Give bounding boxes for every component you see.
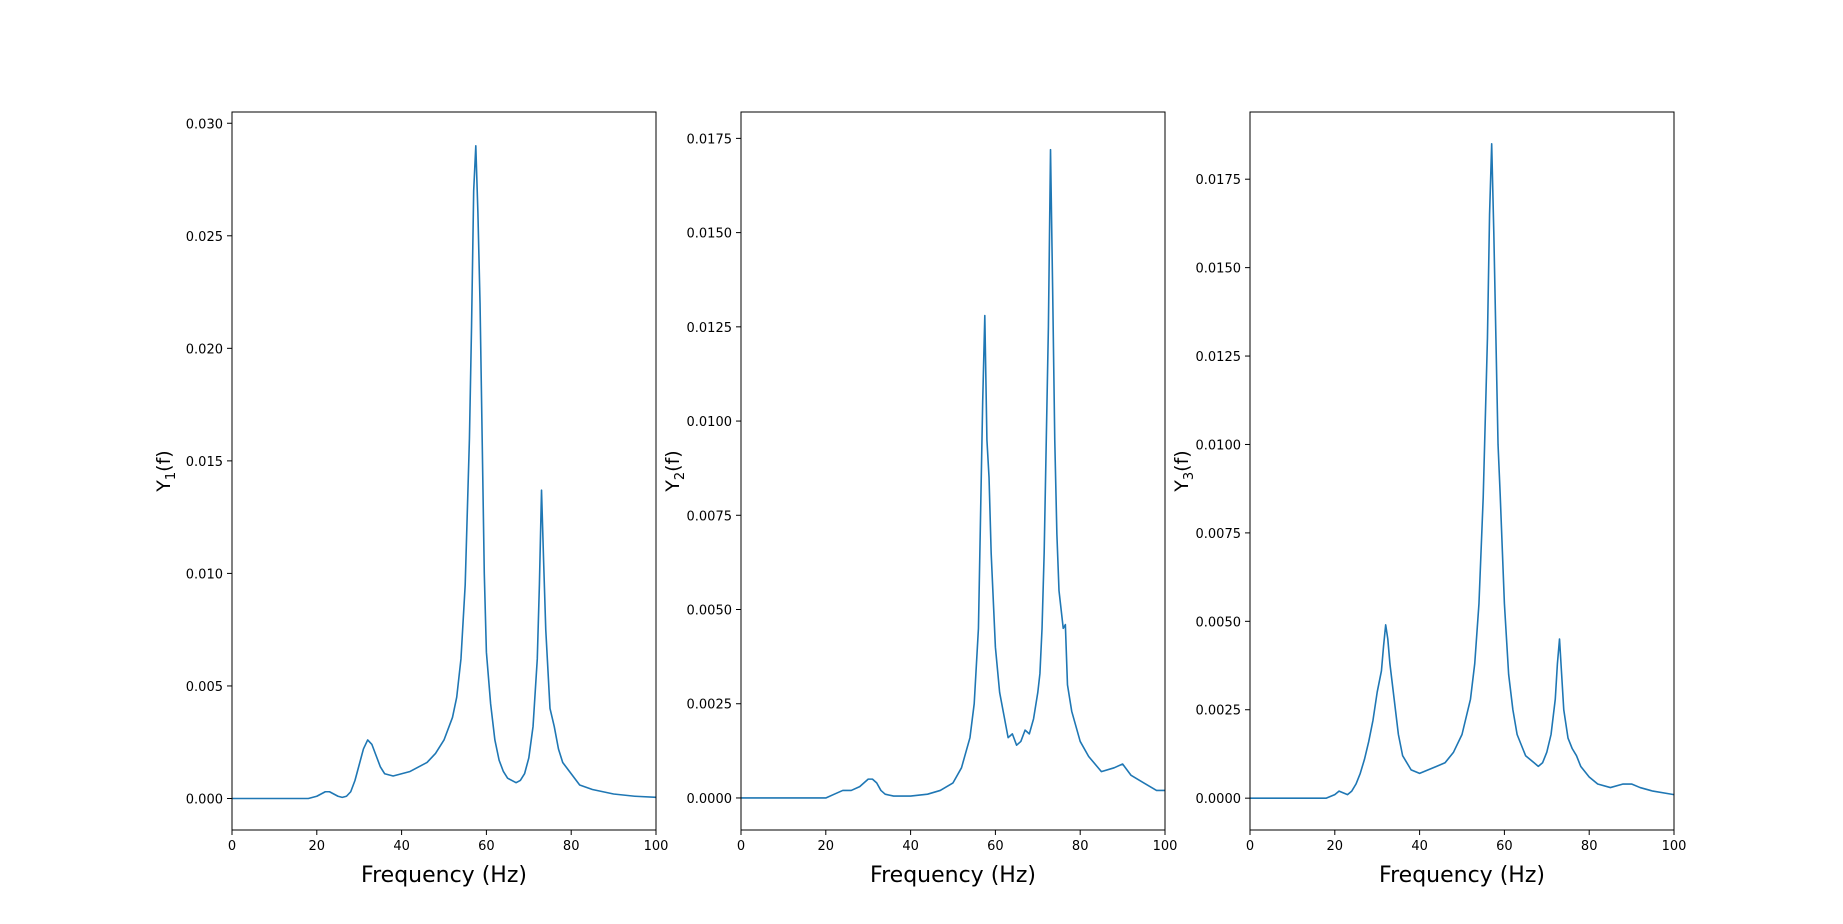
x-tick-label: 80: [563, 839, 580, 854]
y-tick-label: 0.0150: [687, 227, 733, 242]
y-tick-label: 0.000: [186, 792, 223, 807]
y-tick-label: 0.0025: [687, 698, 733, 713]
y-tick-label: 0.0125: [687, 321, 733, 336]
x-tick-label: 0: [737, 839, 745, 854]
y-tick-label: 0.0100: [687, 415, 733, 430]
y-axis-label-main: Y: [1171, 480, 1193, 493]
x-tick-label: 40: [902, 839, 919, 854]
y-axis-label-main: Y: [662, 480, 684, 493]
y-axis-label-tail: (f): [1171, 450, 1193, 472]
y-axis-label-main: Y: [153, 480, 175, 493]
x-tick-label: 80: [1581, 839, 1598, 854]
x-tick-label: 100: [644, 839, 669, 854]
y-axis-label: Y1(f): [153, 450, 179, 492]
y-tick-label: 0.0025: [1196, 704, 1242, 719]
y-tick-label: 0.0075: [687, 509, 733, 524]
spectrum-line-3: [1250, 143, 1674, 799]
x-tick-label: 40: [1411, 839, 1428, 854]
x-tick-label: 60: [478, 839, 495, 854]
y-axis-label: Y3(f): [1171, 450, 1197, 492]
spectrum-line-2: [741, 148, 1165, 799]
y-tick-label: 0.030: [186, 117, 223, 132]
x-tick-label: 0: [228, 839, 236, 854]
x-axis-label: Frequency (Hz): [870, 863, 1036, 888]
axes-frame: [740, 111, 1166, 831]
spectrum-line-1: [232, 144, 656, 800]
x-tick-label: 60: [987, 839, 1004, 854]
x-tick-label: 100: [1662, 839, 1687, 854]
x-tick-label: 0: [1246, 839, 1254, 854]
y-axis-label-tail: (f): [153, 450, 175, 472]
chart-panel-1: 0 20 40 60 80 100 0.000 0.005 0.010 0.015 0.020 0.0…: [153, 111, 669, 888]
y-axis-label: Y2(f): [662, 450, 688, 492]
x-tick-label: 60: [1496, 839, 1513, 854]
x-tick-label: 20: [309, 839, 326, 854]
y-tick-label: 0.0100: [1196, 438, 1242, 453]
x-axis-label: Frequency (Hz): [1379, 863, 1545, 888]
y-axis-label-subscript: 3: [1182, 472, 1197, 480]
y-tick-label: 0.010: [186, 567, 223, 582]
y-tick-label: 0.0175: [687, 132, 733, 147]
y-tick-label: 0.0075: [1196, 527, 1242, 542]
y-tick-label: 0.020: [186, 342, 223, 357]
x-tick-label: 20: [1327, 839, 1344, 854]
y-tick-label: 0.0125: [1196, 350, 1242, 365]
y-tick-label: 0.0050: [687, 604, 733, 619]
y-tick-label: 0.0175: [1196, 173, 1242, 188]
y-tick-label: 0.015: [186, 455, 223, 470]
y-tick-label: 0.0050: [1196, 615, 1242, 630]
y-tick-label: 0.025: [186, 230, 223, 245]
y-axis-label-tail: (f): [662, 450, 684, 472]
y-tick-label: 0.0000: [687, 792, 733, 807]
y-axis-label-subscript: 2: [673, 472, 688, 480]
y-tick-label: 0.0000: [1196, 792, 1242, 807]
chart-panel-2: 0 20 40 60 80 100 0.0000 0.0025 0.0050 0.0075 0.01…: [662, 111, 1178, 888]
y-axis-label-subscript: 1: [164, 472, 179, 480]
chart-panel-3: 0 20 40 60 80 100 0.0000 0.0025 0.0050 0.0075 0.01…: [1171, 111, 1687, 888]
y-tick-label: 0.0150: [1196, 262, 1242, 277]
y-tick-label: 0.005: [186, 680, 223, 695]
axes-frame: [231, 111, 657, 831]
x-tick-label: 40: [393, 839, 410, 854]
x-tick-label: 100: [1153, 839, 1178, 854]
axes-frame: [1249, 111, 1675, 831]
x-tick-label: 80: [1072, 839, 1089, 854]
x-axis-label: Frequency (Hz): [361, 863, 527, 888]
x-tick-label: 20: [818, 839, 835, 854]
